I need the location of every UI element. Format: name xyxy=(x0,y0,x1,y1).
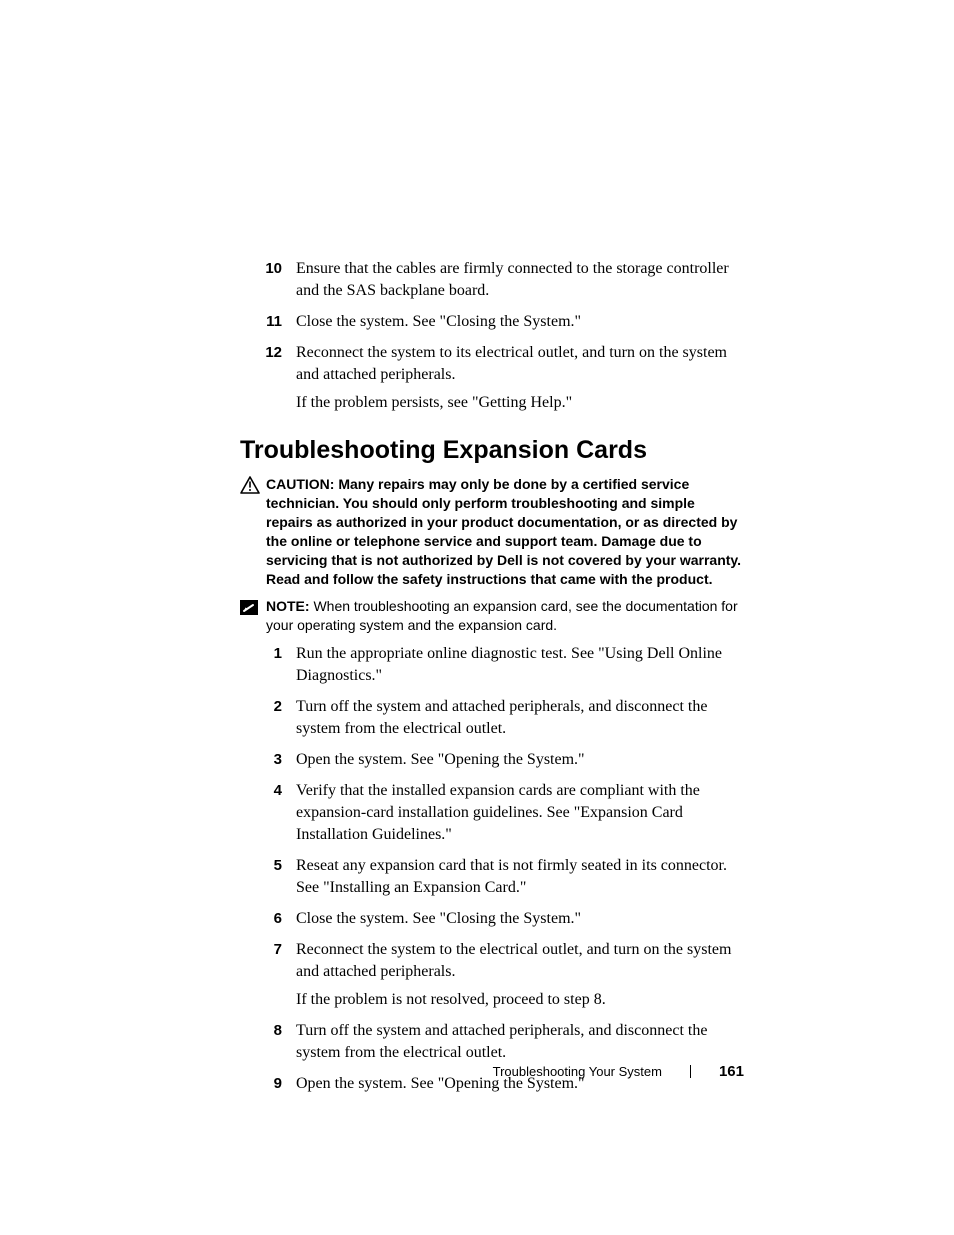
top-list-number: 12 xyxy=(234,342,296,364)
step-text: Run the appropriate online diagnostic te… xyxy=(296,643,744,687)
step-number: 1 xyxy=(234,643,296,665)
step-text: Turn off the system and attached periphe… xyxy=(296,1020,744,1064)
step-number: 2 xyxy=(234,696,296,718)
step-text: Reseat any expansion card that is not fi… xyxy=(296,855,744,899)
step-paragraph: Close the system. See "Closing the Syste… xyxy=(296,908,744,930)
note-body: When troubleshooting an expansion card, … xyxy=(266,598,738,633)
footer-title: Troubleshooting Your System xyxy=(493,1064,662,1079)
step-number: 7 xyxy=(234,939,296,961)
page-footer: Troubleshooting Your System 161 xyxy=(493,1063,744,1080)
step-item: 3Open the system. See "Opening the Syste… xyxy=(234,749,744,771)
top-ordered-list: 10Ensure that the cables are firmly conn… xyxy=(234,258,744,414)
step-text: Verify that the installed expansion card… xyxy=(296,780,744,846)
step-item: 7Reconnect the system to the electrical … xyxy=(234,939,744,1011)
step-number: 4 xyxy=(234,780,296,802)
caution-icon xyxy=(240,475,266,494)
note-icon xyxy=(240,597,266,615)
step-paragraph: If the problem is not resolved, proceed … xyxy=(296,989,744,1011)
step-number: 8 xyxy=(234,1020,296,1042)
note-callout: NOTE: When troubleshooting an expansion … xyxy=(240,597,744,635)
top-list-paragraph: Reconnect the system to its electrical o… xyxy=(296,342,744,386)
caution-body: Many repairs may only be done by a certi… xyxy=(266,476,741,587)
step-paragraph: Run the appropriate online diagnostic te… xyxy=(296,643,744,687)
step-item: 6Close the system. See "Closing the Syst… xyxy=(234,908,744,930)
step-number: 6 xyxy=(234,908,296,930)
step-text: Turn off the system and attached periphe… xyxy=(296,696,744,740)
top-list-paragraph: Ensure that the cables are firmly connec… xyxy=(296,258,744,302)
top-list-number: 10 xyxy=(234,258,296,280)
step-paragraph: Open the system. See "Opening the System… xyxy=(296,749,744,771)
step-item: 5Reseat any expansion card that is not f… xyxy=(234,855,744,899)
top-list-text: Close the system. See "Closing the Syste… xyxy=(296,311,744,333)
step-number: 3 xyxy=(234,749,296,771)
caution-label: CAUTION: xyxy=(266,476,338,492)
top-list-text: Ensure that the cables are firmly connec… xyxy=(296,258,744,302)
caution-callout: CAUTION: Many repairs may only be done b… xyxy=(240,475,744,589)
note-label: NOTE: xyxy=(266,598,313,614)
step-text: Reconnect the system to the electrical o… xyxy=(296,939,744,1011)
top-list-paragraph: Close the system. See "Closing the Syste… xyxy=(296,311,744,333)
step-paragraph: Verify that the installed expansion card… xyxy=(296,780,744,846)
page: 10Ensure that the cables are firmly conn… xyxy=(0,0,954,1235)
step-item: 4Verify that the installed expansion car… xyxy=(234,780,744,846)
content: 10Ensure that the cables are firmly conn… xyxy=(240,258,744,1095)
step-item: 2Turn off the system and attached periph… xyxy=(234,696,744,740)
top-list-item: 10Ensure that the cables are firmly conn… xyxy=(234,258,744,302)
steps-ordered-list: 1Run the appropriate online diagnostic t… xyxy=(234,643,744,1095)
top-list-item: 12Reconnect the system to its electrical… xyxy=(234,342,744,414)
step-number: 5 xyxy=(234,855,296,877)
top-list-text: Reconnect the system to its electrical o… xyxy=(296,342,744,414)
footer-separator xyxy=(690,1065,691,1078)
caution-text: CAUTION: Many repairs may only be done b… xyxy=(266,475,744,589)
step-text: Open the system. See "Opening the System… xyxy=(296,749,744,771)
step-item: 8Turn off the system and attached periph… xyxy=(234,1020,744,1064)
footer-page-number: 161 xyxy=(719,1063,744,1080)
top-list-paragraph: If the problem persists, see "Getting He… xyxy=(296,392,744,414)
step-paragraph: Turn off the system and attached periphe… xyxy=(296,696,744,740)
step-number: 9 xyxy=(234,1073,296,1095)
step-paragraph: Reseat any expansion card that is not fi… xyxy=(296,855,744,899)
step-paragraph: Turn off the system and attached periphe… xyxy=(296,1020,744,1064)
top-list-item: 11Close the system. See "Closing the Sys… xyxy=(234,311,744,333)
step-paragraph: Reconnect the system to the electrical o… xyxy=(296,939,744,983)
step-item: 1Run the appropriate online diagnostic t… xyxy=(234,643,744,687)
top-list-number: 11 xyxy=(234,311,296,333)
note-text: NOTE: When troubleshooting an expansion … xyxy=(266,597,744,635)
section-heading: Troubleshooting Expansion Cards xyxy=(240,436,744,465)
step-text: Close the system. See "Closing the Syste… xyxy=(296,908,744,930)
